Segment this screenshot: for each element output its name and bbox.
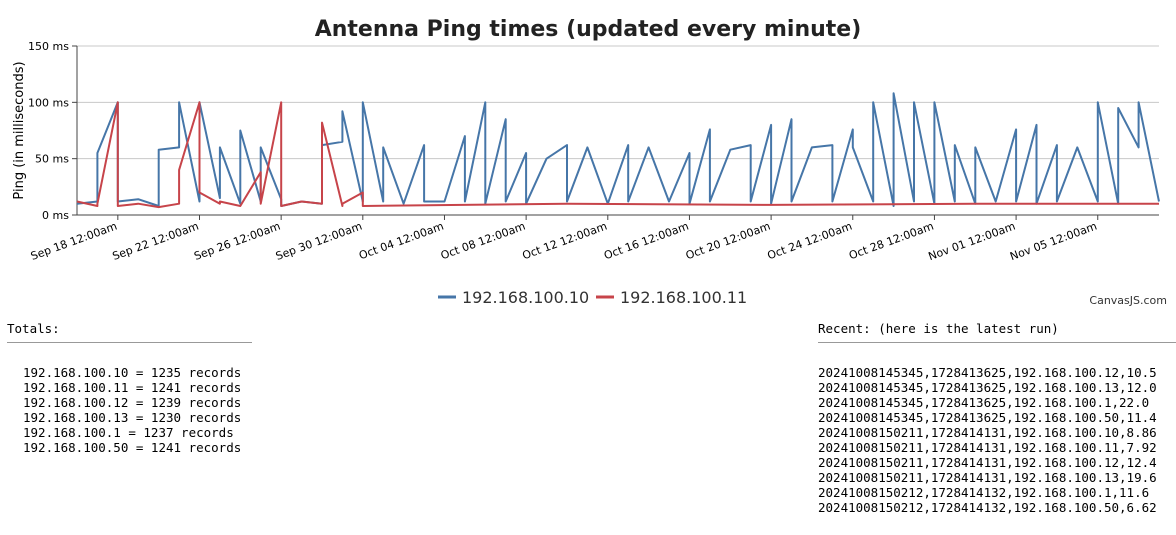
recent-row: 20241008150211,1728414131,192.168.100.11… (818, 440, 1157, 455)
x-tick-label: Oct 20 12:00am (684, 220, 772, 263)
y-tick-label: 150 ms (28, 40, 69, 53)
series-line-a (76, 92, 1160, 207)
y-tick-label: 100 ms (28, 96, 69, 109)
totals-row: 192.168.100.13 = 1230 records (23, 410, 242, 425)
x-tick-label: Sep 26 12:00am (192, 220, 282, 263)
recent-row: 20241008150211,1728414131,192.168.100.13… (818, 470, 1157, 485)
x-tick-label: Oct 16 12:00am (602, 220, 690, 263)
legend-item-b: 192.168.100.11 (620, 288, 747, 307)
x-tick-label: Sep 22 12:00am (111, 220, 201, 263)
x-tick-label: Nov 05 12:00am (1008, 220, 1099, 264)
x-tick-label: Oct 08 12:00am (439, 220, 527, 263)
totals-row: 192.168.100.12 = 1239 records (23, 395, 242, 410)
recent-row: 20241008150211,1728414131,192.168.100.10… (818, 425, 1157, 440)
series-line-b (76, 101, 1159, 209)
ping-chart: Antenna Ping times (updated every minute… (12, 17, 1160, 307)
y-tick-label: 50 ms (35, 153, 69, 166)
x-tick-label: Oct 12 12:00am (521, 220, 609, 263)
recent-row: 20241008150212,1728414132,192.168.100.50… (818, 500, 1157, 515)
recent-row: 20241008145345,1728413625,192.168.100.12… (818, 365, 1157, 380)
recent-row: 20241008145345,1728413625,192.168.100.13… (818, 380, 1157, 395)
recent-row: 20241008145345,1728413625,192.168.100.1,… (818, 395, 1150, 410)
x-tick-label: Oct 04 12:00am (357, 220, 445, 263)
canvasjs-credit-link[interactable]: CanvasJS.com (1089, 294, 1167, 307)
totals-header: Totals: (7, 321, 252, 343)
totals-row: 192.168.100.10 = 1235 records (23, 365, 242, 380)
y-axis-label: Ping (in milliseconds) (12, 61, 27, 199)
x-tick-label: Oct 24 12:00am (766, 220, 854, 263)
legend-item-a: 192.168.100.10 (462, 288, 589, 307)
x-tick-label: Nov 01 12:00am (927, 220, 1018, 264)
totals-list: 192.168.100.10 = 1235 records 192.168.100… (7, 365, 252, 455)
y-tick-label: 0 ms (42, 209, 69, 222)
chart-canvas: Antenna Ping times (updated every minute… (12, 17, 1160, 307)
recent-row: 20241008145345,1728413625,192.168.100.50… (818, 410, 1157, 425)
x-tick-label: Sep 18 12:00am (29, 220, 119, 263)
recent-panel: Recent: (here is the latest run) 2024100… (818, 321, 1176, 515)
totals-row: 192.168.100.1 = 1237 records (23, 425, 234, 440)
recent-row: 20241008150212,1728414132,192.168.100.1,… (818, 485, 1150, 500)
totals-panel: Totals: 192.168.100.10 = 1235 records 192… (7, 321, 252, 455)
totals-row: 192.168.100.11 = 1241 records (23, 380, 242, 395)
recent-header: Recent: (here is the latest run) (818, 321, 1176, 343)
x-tick-label: Oct 28 12:00am (847, 220, 935, 263)
recent-row: 20241008150211,1728414131,192.168.100.12… (818, 455, 1157, 470)
totals-row: 192.168.100.50 = 1241 records (23, 440, 242, 455)
chart-title: Antenna Ping times (updated every minute… (315, 17, 862, 42)
recent-list: 20241008145345,1728413625,192.168.100.12… (818, 365, 1176, 515)
x-tick-label: Sep 30 12:00am (274, 220, 364, 263)
